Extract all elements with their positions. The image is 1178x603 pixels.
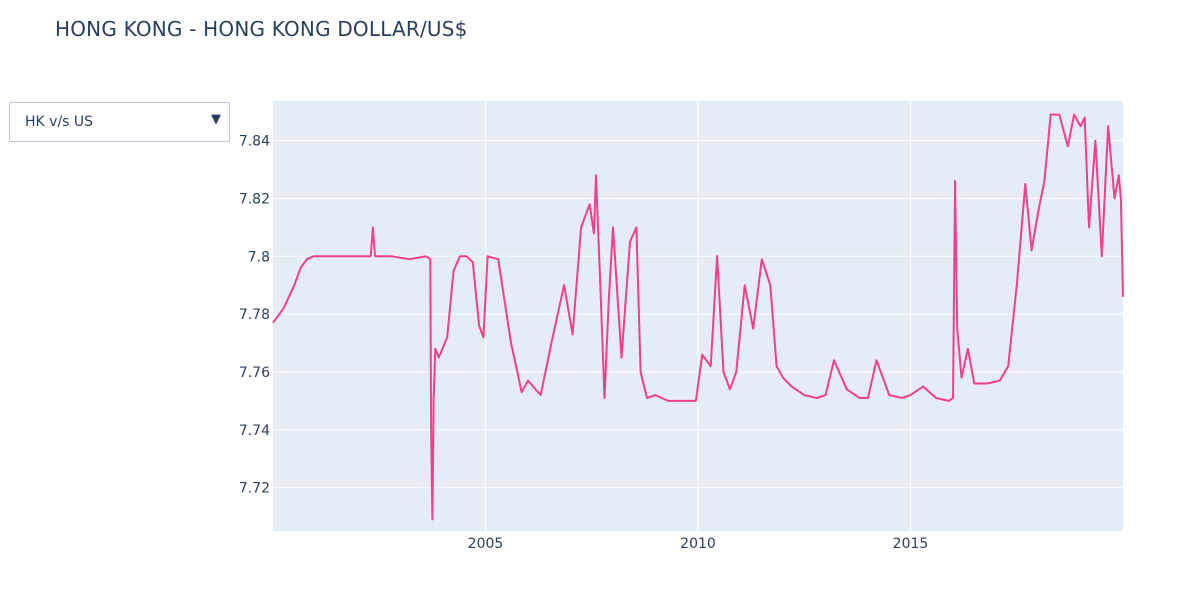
x-axis-tick-labels: 2005 2010 2015	[468, 536, 929, 552]
y-axis-tick-labels: 7.72 7.74 7.76 7.78 7.8 7.82 7.84	[239, 134, 270, 497]
horizontal-gridlines	[273, 140, 1123, 489]
y-tick-label-1: 7.74	[239, 423, 270, 439]
chart-title: HONG KONG - HONG KONG DOLLAR/US$	[55, 17, 468, 41]
x-tick-label-2005: 2005	[468, 536, 504, 552]
y-tick-label-3: 7.78	[239, 307, 270, 323]
y-tick-label-4: 7.8	[248, 249, 270, 265]
series-group	[272, 113, 1124, 521]
y-tick-label-2: 7.76	[239, 365, 270, 381]
y-tick-label-0: 7.72	[239, 481, 270, 497]
y-tick-label-6: 7.84	[239, 134, 270, 150]
triangle-down-icon: ▼	[211, 112, 221, 127]
y-tick-label-5: 7.82	[239, 191, 270, 207]
dropdown-selected-label: HK v/s US	[25, 114, 94, 130]
x-tick-label-2010: 2010	[680, 536, 716, 552]
series-dropdown[interactable]: HK v/s US ▼	[9, 102, 230, 142]
series-line-0	[272, 113, 1124, 521]
x-tick-label-2015: 2015	[893, 536, 929, 552]
